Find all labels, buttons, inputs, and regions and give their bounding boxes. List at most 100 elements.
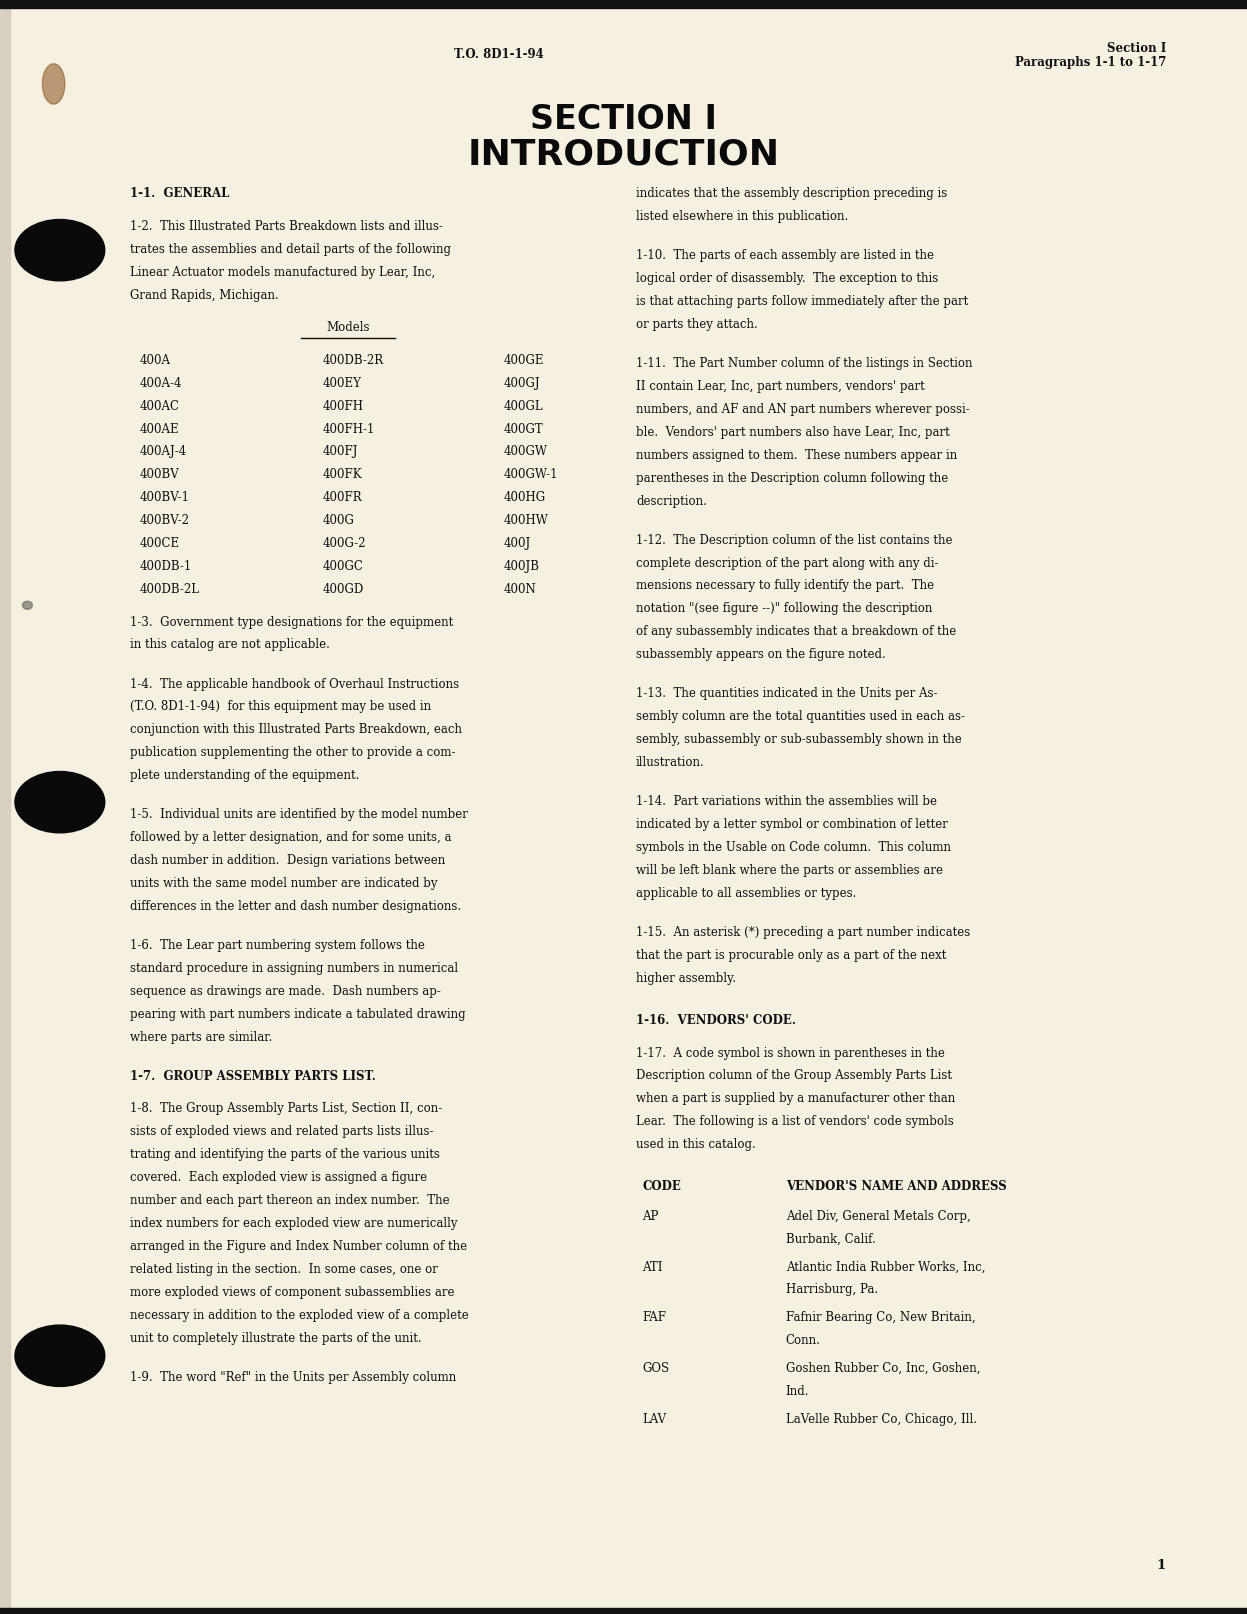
Text: Grand Rapids, Michigan.: Grand Rapids, Michigan. xyxy=(130,289,278,302)
Ellipse shape xyxy=(15,220,105,281)
Text: indicated by a letter symbol or combination of letter: indicated by a letter symbol or combinat… xyxy=(636,818,948,831)
Text: Paragraphs 1-1 to 1-17: Paragraphs 1-1 to 1-17 xyxy=(1015,56,1166,69)
Text: 400DB-1: 400DB-1 xyxy=(140,560,192,573)
Text: Harrisburg, Pa.: Harrisburg, Pa. xyxy=(786,1283,878,1296)
Text: GOS: GOS xyxy=(642,1362,670,1375)
Text: 1-3.  Government type designations for the equipment: 1-3. Government type designations for th… xyxy=(130,615,453,628)
Text: listed elsewhere in this publication.: listed elsewhere in this publication. xyxy=(636,210,848,223)
Text: 1-9.  The word "Ref" in the Units per Assembly column: 1-9. The word "Ref" in the Units per Ass… xyxy=(130,1370,456,1383)
Text: will be left blank where the parts or assemblies are: will be left blank where the parts or as… xyxy=(636,863,943,876)
Text: publication supplementing the other to provide a com-: publication supplementing the other to p… xyxy=(130,746,455,759)
Text: sembly column are the total quantities used in each as-: sembly column are the total quantities u… xyxy=(636,710,965,723)
Ellipse shape xyxy=(22,602,32,608)
Text: of any subassembly indicates that a breakdown of the: of any subassembly indicates that a brea… xyxy=(636,625,956,638)
Text: complete description of the part along with any di-: complete description of the part along w… xyxy=(636,557,939,570)
Text: 1-4.  The applicable handbook of Overhaul Instructions: 1-4. The applicable handbook of Overhaul… xyxy=(130,678,459,691)
Bar xyxy=(0,0,10,1614)
Text: standard procedure in assigning numbers in numerical: standard procedure in assigning numbers … xyxy=(130,962,458,975)
Text: 400EY: 400EY xyxy=(323,376,362,389)
Text: 1-10.  The parts of each assembly are listed in the: 1-10. The parts of each assembly are lis… xyxy=(636,249,934,261)
Text: related listing in the section.  In some cases, one or: related listing in the section. In some … xyxy=(130,1262,438,1275)
Text: when a part is supplied by a manufacturer other than: when a part is supplied by a manufacture… xyxy=(636,1093,955,1106)
Text: 400AJ-4: 400AJ-4 xyxy=(140,445,187,458)
Text: 400GW-1: 400GW-1 xyxy=(504,468,559,481)
Text: 400JB: 400JB xyxy=(504,560,540,573)
Text: 400AC: 400AC xyxy=(140,400,180,413)
Text: Description column of the Group Assembly Parts List: Description column of the Group Assembly… xyxy=(636,1070,951,1083)
Text: 400GL: 400GL xyxy=(504,400,544,413)
Text: higher assembly.: higher assembly. xyxy=(636,972,736,985)
Text: AP: AP xyxy=(642,1210,658,1223)
Text: 400FK: 400FK xyxy=(323,468,363,481)
Text: applicable to all assemblies or types.: applicable to all assemblies or types. xyxy=(636,886,857,899)
Text: Burbank, Calif.: Burbank, Calif. xyxy=(786,1233,875,1246)
Text: used in this catalog.: used in this catalog. xyxy=(636,1138,756,1151)
Text: CODE: CODE xyxy=(642,1180,681,1193)
Text: LaVelle Rubber Co, Chicago, Ill.: LaVelle Rubber Co, Chicago, Ill. xyxy=(786,1412,976,1425)
Text: covered.  Each exploded view is assigned a figure: covered. Each exploded view is assigned … xyxy=(130,1172,426,1185)
Text: VENDOR'S NAME AND ADDRESS: VENDOR'S NAME AND ADDRESS xyxy=(786,1180,1006,1193)
Text: 400CE: 400CE xyxy=(140,537,180,550)
Text: Linear Actuator models manufactured by Lear, Inc,: Linear Actuator models manufactured by L… xyxy=(130,266,435,279)
Text: unit to completely illustrate the parts of the unit.: unit to completely illustrate the parts … xyxy=(130,1332,421,1344)
Text: 400GE: 400GE xyxy=(504,353,544,366)
Text: trates the assemblies and detail parts of the following: trates the assemblies and detail parts o… xyxy=(130,242,450,255)
Text: 1-15.  An asterisk (*) preceding a part number indicates: 1-15. An asterisk (*) preceding a part n… xyxy=(636,926,970,939)
Text: SECTION I: SECTION I xyxy=(530,103,717,136)
Text: where parts are similar.: where parts are similar. xyxy=(130,1031,272,1044)
Text: parentheses in the Description column following the: parentheses in the Description column fo… xyxy=(636,471,948,484)
Text: sists of exploded views and related parts lists illus-: sists of exploded views and related part… xyxy=(130,1125,433,1138)
Text: 1-12.  The Description column of the list contains the: 1-12. The Description column of the list… xyxy=(636,534,953,547)
Text: that the part is procurable only as a part of the next: that the part is procurable only as a pa… xyxy=(636,949,946,962)
Text: INTRODUCTION: INTRODUCTION xyxy=(468,137,779,173)
Text: 400BV-1: 400BV-1 xyxy=(140,491,190,504)
Text: dash number in addition.  Design variations between: dash number in addition. Design variatio… xyxy=(130,854,445,867)
Text: 1-16.  VENDORS' CODE.: 1-16. VENDORS' CODE. xyxy=(636,1014,796,1027)
Text: conjunction with this Illustrated Parts Breakdown, each: conjunction with this Illustrated Parts … xyxy=(130,723,461,736)
Text: (T.O. 8D1-1-94)  for this equipment may be used in: (T.O. 8D1-1-94) for this equipment may b… xyxy=(130,700,430,713)
Text: Atlantic India Rubber Works, Inc,: Atlantic India Rubber Works, Inc, xyxy=(786,1261,985,1273)
Text: Models: Models xyxy=(327,321,369,334)
Text: 1-7.  GROUP ASSEMBLY PARTS LIST.: 1-7. GROUP ASSEMBLY PARTS LIST. xyxy=(130,1070,375,1083)
Text: index numbers for each exploded view are numerically: index numbers for each exploded view are… xyxy=(130,1217,458,1230)
Text: FAF: FAF xyxy=(642,1311,666,1323)
Text: 1-14.  Part variations within the assemblies will be: 1-14. Part variations within the assembl… xyxy=(636,796,936,809)
Text: 1-5.  Individual units are identified by the model number: 1-5. Individual units are identified by … xyxy=(130,809,468,822)
Text: numbers, and AF and AN part numbers wherever possi-: numbers, and AF and AN part numbers wher… xyxy=(636,404,970,416)
Text: II contain Lear, Inc, part numbers, vendors' part: II contain Lear, Inc, part numbers, vend… xyxy=(636,379,925,392)
Text: notation "(see figure --)" following the description: notation "(see figure --)" following the… xyxy=(636,602,933,615)
Text: T.O. 8D1-1-94: T.O. 8D1-1-94 xyxy=(454,48,544,61)
Text: 400GJ: 400GJ xyxy=(504,376,540,389)
Text: 400G: 400G xyxy=(323,515,355,528)
Text: 400HW: 400HW xyxy=(504,515,549,528)
Text: symbols in the Usable on Code column.  This column: symbols in the Usable on Code column. Th… xyxy=(636,841,951,854)
Text: Ind.: Ind. xyxy=(786,1385,809,1398)
Text: number and each part thereon an index number.  The: number and each part thereon an index nu… xyxy=(130,1194,449,1207)
Text: necessary in addition to the exploded view of a complete: necessary in addition to the exploded vi… xyxy=(130,1309,469,1322)
Text: 1-8.  The Group Assembly Parts List, Section II, con-: 1-8. The Group Assembly Parts List, Sect… xyxy=(130,1102,441,1115)
Text: 1-13.  The quantities indicated in the Units per As-: 1-13. The quantities indicated in the Un… xyxy=(636,688,938,700)
Text: 400DB-2L: 400DB-2L xyxy=(140,583,200,596)
Text: is that attaching parts follow immediately after the part: is that attaching parts follow immediate… xyxy=(636,295,968,308)
Text: sembly, subassembly or sub-subassembly shown in the: sembly, subassembly or sub-subassembly s… xyxy=(636,733,961,746)
Text: Fafnir Bearing Co, New Britain,: Fafnir Bearing Co, New Britain, xyxy=(786,1311,975,1323)
Text: ble.  Vendors' part numbers also have Lear, Inc, part: ble. Vendors' part numbers also have Lea… xyxy=(636,426,950,439)
Bar xyxy=(0,1608,1247,1614)
Text: 400BV: 400BV xyxy=(140,468,180,481)
Text: mensions necessary to fully identify the part.  The: mensions necessary to fully identify the… xyxy=(636,579,934,592)
Text: sequence as drawings are made.  Dash numbers ap-: sequence as drawings are made. Dash numb… xyxy=(130,985,440,997)
Text: 400FJ: 400FJ xyxy=(323,445,358,458)
Text: subassembly appears on the figure noted.: subassembly appears on the figure noted. xyxy=(636,649,885,662)
Text: 400G-2: 400G-2 xyxy=(323,537,367,550)
Text: 400HG: 400HG xyxy=(504,491,546,504)
Text: 400AE: 400AE xyxy=(140,423,180,436)
Text: pearing with part numbers indicate a tabulated drawing: pearing with part numbers indicate a tab… xyxy=(130,1007,465,1020)
Text: more exploded views of component subassemblies are: more exploded views of component subasse… xyxy=(130,1286,454,1299)
Text: indicates that the assembly description preceding is: indicates that the assembly description … xyxy=(636,187,948,200)
Text: 400GC: 400GC xyxy=(323,560,364,573)
Text: 400GW: 400GW xyxy=(504,445,547,458)
Ellipse shape xyxy=(42,65,65,103)
Text: plete understanding of the equipment.: plete understanding of the equipment. xyxy=(130,770,359,783)
Text: 400A: 400A xyxy=(140,353,171,366)
Text: differences in the letter and dash number designations.: differences in the letter and dash numbe… xyxy=(130,901,461,914)
